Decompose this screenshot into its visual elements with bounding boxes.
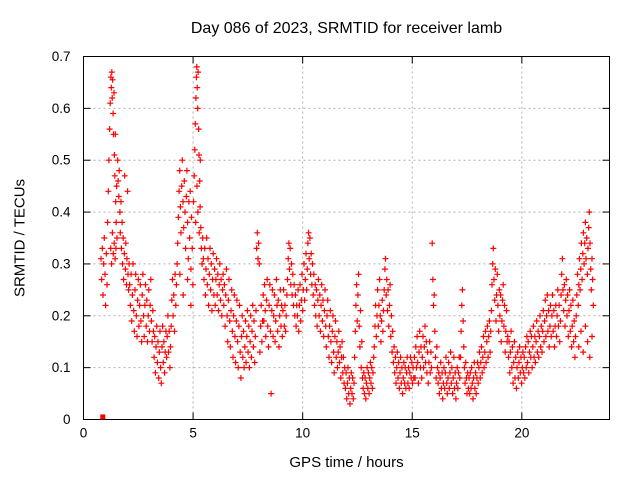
y-tick-label: 0.5 — [52, 153, 71, 168]
y-tick-label: 0.6 — [52, 101, 71, 116]
x-tick-label: 20 — [514, 426, 529, 441]
flag-marker-square — [100, 414, 106, 420]
y-tick-label: 0.1 — [52, 360, 71, 375]
y-tick-label: 0 — [63, 412, 71, 427]
x-tick-label: 10 — [295, 426, 310, 441]
x-tick-label: 15 — [405, 426, 420, 441]
x-tick-label: 0 — [80, 426, 88, 441]
plot-border — [83, 56, 610, 420]
x-axis-title: GPS time / hours — [289, 454, 404, 471]
y-tick-label: 0.2 — [52, 308, 71, 323]
y-tick-label: 0.7 — [52, 49, 71, 64]
scatter-points-plus — [98, 63, 597, 407]
y-tick-label: 0.3 — [52, 256, 71, 271]
chart-title: Day 086 of 2023, SRMTID for receiver lam… — [190, 20, 503, 37]
x-tick-label: 5 — [189, 426, 197, 441]
y-tick-label: 0.4 — [52, 205, 71, 220]
